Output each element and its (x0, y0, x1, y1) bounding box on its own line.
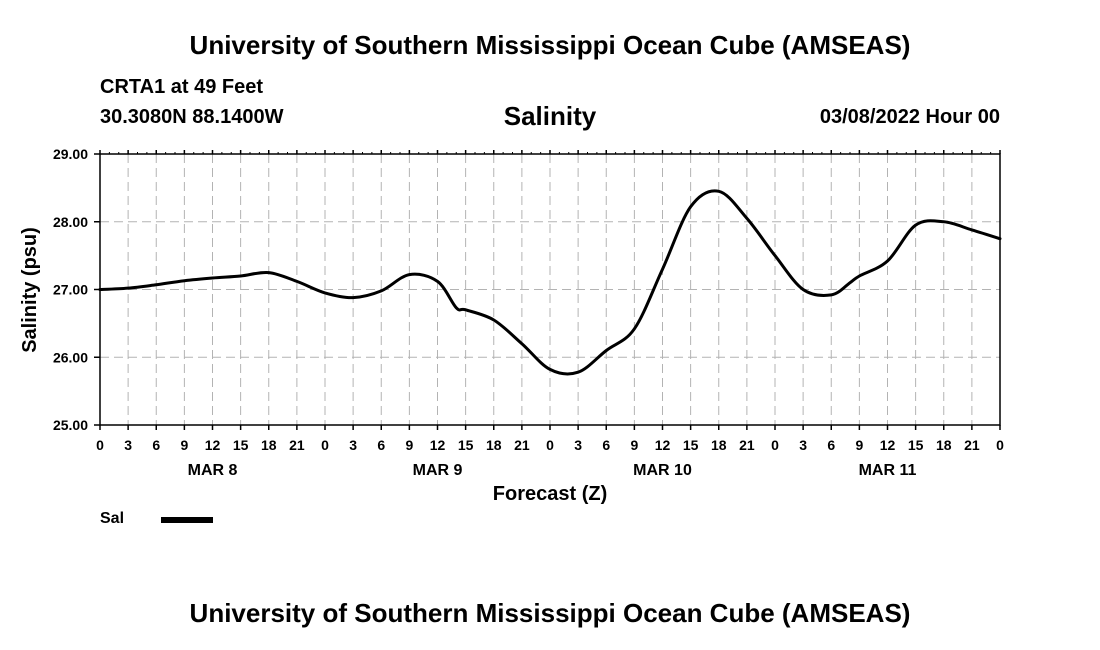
y-axis-label: Salinity (psu) (19, 227, 41, 353)
parameter-title: Salinity (503, 101, 597, 131)
x-tick-label: 18 (711, 437, 727, 453)
grid-layer (100, 154, 1000, 425)
x-tick-label: 3 (124, 437, 132, 453)
x-tick-label: 21 (739, 437, 755, 453)
x-tick-label: 0 (771, 437, 779, 453)
x-tick-label: 9 (855, 437, 863, 453)
legend-label: Sal (100, 510, 125, 527)
x-tick-label: 15 (458, 437, 474, 453)
x-tick-label: 21 (289, 437, 305, 453)
x-tick-label: 6 (377, 437, 385, 453)
x-tick-label: 15 (908, 437, 924, 453)
tick-layer: 25.00 26.00 27.00 28.00 29.00 0 3 6 9 12 15 18 21 0 3 6… (53, 146, 1004, 479)
x-tick-label: 0 (321, 437, 329, 453)
x-tick-label: 12 (880, 437, 896, 453)
y-tick-label: 29.00 (53, 146, 88, 162)
footer-title: University of Southern Mississippi Ocean… (189, 598, 911, 628)
x-tick-label: 6 (827, 437, 835, 453)
legend-swatch (161, 517, 213, 523)
run-date-label: 03/08/2022 Hour 00 (819, 106, 1000, 128)
x-tick-label: 12 (655, 437, 671, 453)
x-tick-label: 18 (936, 437, 952, 453)
x-tick-label: 21 (964, 437, 980, 453)
x-axis-label: Forecast (Z) (493, 483, 607, 505)
x-tick-label: 9 (405, 437, 413, 453)
x-tick-label: 15 (683, 437, 699, 453)
coordinates-label: 30.3080N 88.1400W (100, 106, 284, 128)
x-tick-label: 12 (430, 437, 446, 453)
day-label: MAR 11 (859, 462, 917, 479)
y-tick-label: 27.00 (53, 282, 88, 298)
x-tick-label: 0 (546, 437, 554, 453)
x-tick-label: 0 (96, 437, 104, 453)
x-tick-label: 3 (799, 437, 807, 453)
x-tick-label: 12 (205, 437, 221, 453)
x-tick-label: 18 (486, 437, 502, 453)
day-label: MAR 8 (188, 462, 238, 479)
day-label: MAR 10 (633, 462, 692, 479)
y-tick-label: 26.00 (53, 349, 88, 365)
day-label: MAR 9 (413, 462, 463, 479)
x-tick-label: 15 (233, 437, 249, 453)
x-tick-label: 9 (630, 437, 638, 453)
x-tick-label: 0 (996, 437, 1004, 453)
x-tick-label: 18 (261, 437, 277, 453)
station-label: CRTA1 at 49 Feet (100, 76, 264, 98)
y-tick-label: 25.00 (53, 417, 88, 433)
x-tick-label: 3 (349, 437, 357, 453)
x-tick-label: 3 (574, 437, 582, 453)
chart-title: University of Southern Mississippi Ocean… (189, 30, 911, 60)
x-tick-label: 21 (514, 437, 530, 453)
series-line-sal (98, 189, 1002, 376)
x-tick-label: 9 (180, 437, 188, 453)
x-tick-label: 6 (152, 437, 160, 453)
x-tick-label: 6 (602, 437, 610, 453)
y-tick-label: 28.00 (53, 214, 88, 230)
